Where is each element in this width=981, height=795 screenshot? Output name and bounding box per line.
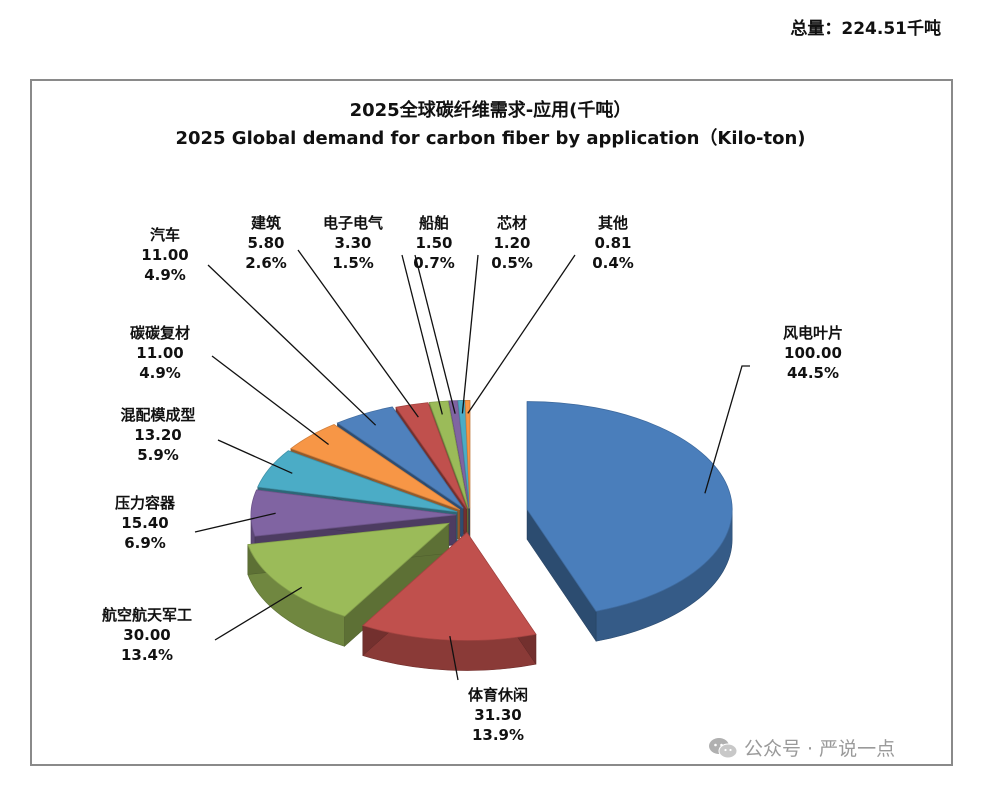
leader-line (297, 249, 419, 418)
slice-label: 电子电气 3.30 1.5% (323, 214, 383, 272)
slice-percent: 1.5% (332, 254, 374, 272)
leader-line (461, 254, 479, 414)
leader-line (211, 355, 329, 446)
leader-line (207, 264, 377, 426)
slice-label: 其他 0.81 0.4% (592, 214, 634, 272)
slice-name: 航空航天军工 (102, 606, 192, 624)
slice-label: 船舶 1.50 0.7% (413, 214, 455, 272)
slice-percent: 5.9% (137, 446, 179, 464)
slice-name: 汽车 (150, 226, 180, 244)
slice-percent: 0.4% (592, 254, 634, 272)
slice-percent: 2.6% (245, 254, 287, 272)
slice-name: 混配模成型 (120, 406, 195, 424)
slice-value: 3.30 (334, 234, 371, 252)
slice-value: 31.30 (474, 706, 521, 724)
slice-name: 压力容器 (115, 494, 176, 512)
slice-value: 15.40 (121, 514, 168, 532)
slice-name: 碳碳复材 (130, 324, 190, 342)
slice-label: 碳碳复材 11.00 4.9% (130, 324, 190, 382)
slice-value: 11.00 (136, 344, 183, 362)
slice-percent: 13.9% (472, 726, 524, 744)
pie-slice-6 (290, 423, 461, 511)
slice-value: 13.20 (134, 426, 181, 444)
wechat-icon (709, 737, 738, 758)
slice-label: 风电叶片 100.00 44.5% (783, 324, 843, 382)
slice-name: 其他 (598, 214, 628, 232)
pie-slice-10 (448, 400, 470, 509)
slice-value: 5.80 (247, 234, 284, 252)
slice-percent: 6.9% (124, 534, 166, 552)
chart-subtitle: 2025 Global demand for carbon fiber by a… (175, 128, 806, 149)
pie-slice-8 (395, 402, 468, 509)
watermark-text: 公众号 · 严说一点 (744, 738, 896, 760)
slice-percent: 0.7% (413, 254, 455, 272)
slice-label: 混配模成型 13.20 5.9% (120, 406, 195, 464)
leader-line (401, 254, 443, 415)
leader-line (704, 365, 750, 494)
slice-percent: 4.9% (144, 266, 186, 284)
pie-slice-4 (250, 489, 457, 537)
pie-slice-3 (247, 522, 451, 617)
total-demand-label: 总量：224.51千吨 (790, 19, 941, 39)
leader-line (194, 512, 276, 533)
slice-name: 体育休闲 (468, 686, 528, 704)
slice-name: 风电叶片 (783, 324, 843, 342)
pie-slice-12 (464, 399, 471, 509)
slice-label: 航空航天军工 30.00 13.4% (102, 606, 192, 664)
slice-name: 建筑 (251, 214, 281, 232)
pie-slice-1 (526, 401, 733, 612)
chart-title: 2025全球碳纤维需求-应用(千吨） (349, 100, 632, 121)
watermark: 公众号 · 严说一点 (708, 734, 895, 761)
slice-label: 汽车 11.00 4.9% (141, 226, 188, 284)
slice-value: 30.00 (123, 626, 170, 644)
slice-label: 建筑 5.80 2.6% (245, 214, 287, 272)
pie-slice-5 (257, 450, 458, 513)
slice-value: 0.81 (594, 234, 631, 252)
leader-line (414, 254, 456, 414)
slice-percent: 4.9% (139, 364, 181, 382)
slice-label: 压力容器 15.40 6.9% (115, 494, 176, 552)
slice-value: 1.50 (415, 234, 452, 252)
slice-name: 芯材 (497, 214, 527, 232)
slice-value: 100.00 (784, 344, 842, 362)
slice-percent: 13.4% (121, 646, 173, 664)
slice-value: 1.20 (493, 234, 530, 252)
leader-line (217, 439, 293, 474)
leader-line (467, 254, 576, 414)
slice-percent: 44.5% (787, 364, 839, 382)
leader-line (449, 636, 459, 681)
slice-value: 11.00 (141, 246, 188, 264)
slice-label: 体育休闲 31.30 13.9% (468, 686, 528, 744)
slice-name: 电子电气 (323, 214, 383, 232)
leader-line (214, 586, 303, 641)
slice-name: 船舶 (419, 214, 449, 232)
pie-slice-2 (362, 531, 537, 641)
slice-label: 芯材 1.20 0.5% (491, 214, 533, 272)
slice-percent: 0.5% (491, 254, 533, 272)
